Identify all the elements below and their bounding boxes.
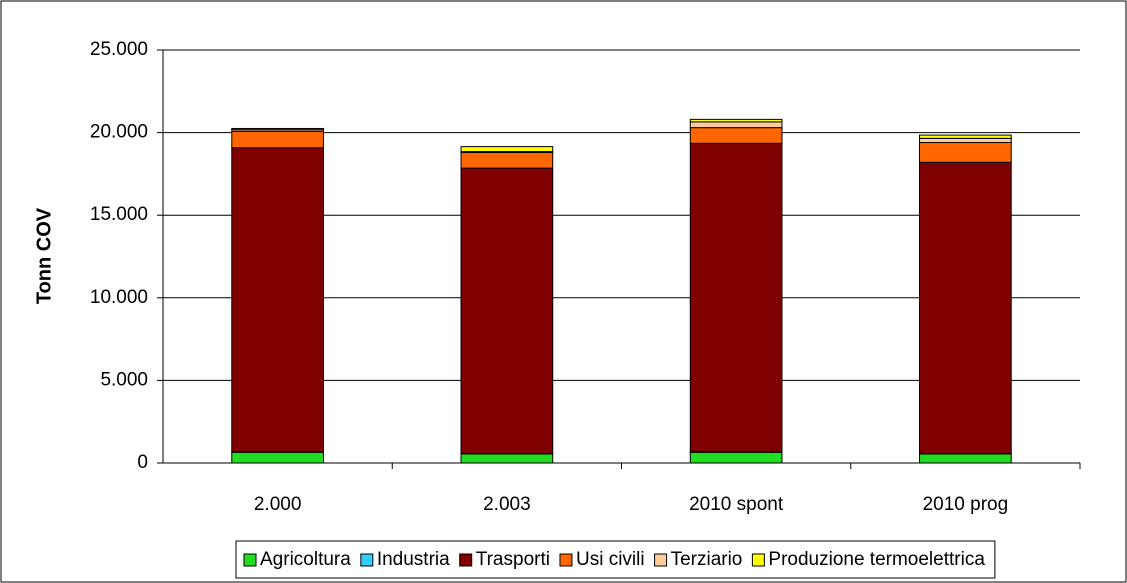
legend-label: Usi civili (576, 549, 645, 570)
legend-swatch (459, 553, 473, 567)
bar-segment (689, 142, 783, 453)
x-tick-label: 2.003 (483, 494, 531, 515)
y-tick-label: 10.000 (90, 287, 148, 308)
y-tick-label: 20.000 (90, 122, 148, 143)
y-tick-label: 5.000 (100, 369, 148, 390)
y-axis-label: Tonn COV (33, 207, 55, 304)
bar-segment (460, 151, 554, 169)
legend-swatch (559, 553, 573, 567)
bar-segment (919, 134, 1012, 139)
x-tick-label: 2.000 (254, 494, 302, 515)
bar-segment (460, 167, 554, 454)
bar-segment (231, 147, 324, 453)
bar-segment (919, 137, 1012, 144)
legend-swatch (751, 553, 765, 567)
bar-segment (919, 161, 1012, 454)
legend-label: Trasporti (476, 549, 550, 570)
legend-label: Agricoltura (260, 549, 351, 570)
x-tick-label: 2010 prog (923, 494, 1009, 515)
legend-swatch (654, 553, 668, 567)
bar-segment (689, 127, 783, 144)
x-tick-label: 2010 spont (689, 494, 784, 515)
bar-segment (689, 121, 783, 129)
bar-segment (460, 146, 554, 153)
y-tick-label: 25.000 (90, 39, 148, 60)
bar-segment (919, 142, 1012, 163)
y-tick-label: 0 (137, 452, 148, 473)
legend-label: Produzione termoelettrica (768, 549, 985, 570)
legend-label: Industria (377, 549, 450, 570)
legend-swatch (360, 553, 374, 567)
legend-swatch (243, 553, 257, 567)
bar-segment (689, 118, 783, 123)
bar-segment (231, 451, 324, 464)
bar-segment (231, 127, 324, 131)
bar-segment (689, 451, 783, 464)
bar-segment (919, 453, 1012, 464)
legend-label: Terziario (671, 549, 743, 570)
bar-segment (231, 130, 324, 149)
y-tick-label: 15.000 (90, 204, 148, 225)
bar-segment (460, 453, 554, 464)
